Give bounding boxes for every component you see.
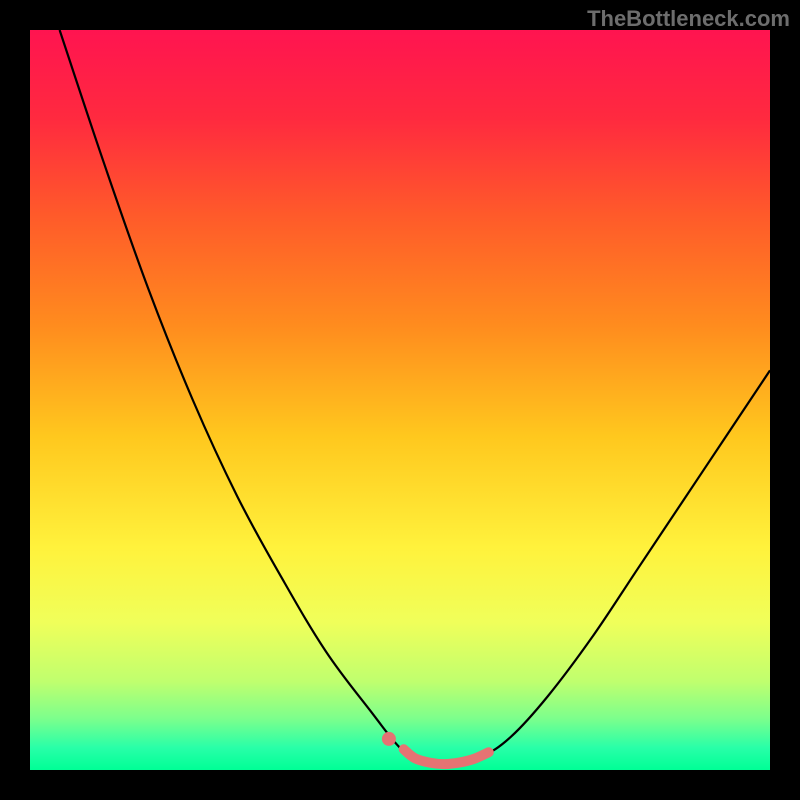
watermark-label: TheBottleneck.com — [587, 6, 790, 32]
bottleneck-chart — [0, 0, 800, 800]
highlight-dot — [382, 732, 396, 746]
plot-background — [30, 30, 770, 770]
chart-container: TheBottleneck.com — [0, 0, 800, 800]
